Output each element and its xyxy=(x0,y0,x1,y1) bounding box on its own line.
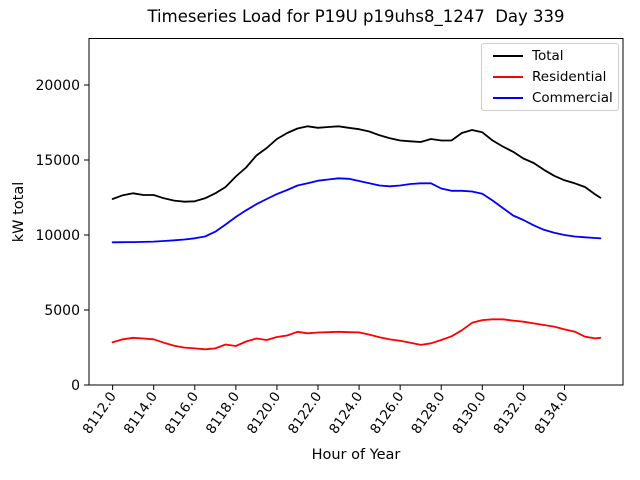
y-tick-label: 0 xyxy=(71,378,80,394)
chart-title: Timeseries Load for P19U p19uhs8_1247 Da… xyxy=(147,7,565,26)
legend-label-residential: Residential xyxy=(532,68,607,85)
legend-label-commercial: Commercial xyxy=(532,89,613,106)
x-tick-label: 8134.0 xyxy=(532,389,572,437)
axes-frame xyxy=(88,38,624,386)
legend-item-commercial: Commercial xyxy=(482,88,618,109)
x-tick-label: 8122.0 xyxy=(285,389,325,437)
x-tick-label: 8118.0 xyxy=(203,389,243,437)
commercial-line-sample xyxy=(493,97,523,99)
y-tick-label: 15000 xyxy=(35,153,80,169)
x-tick-label: 8120.0 xyxy=(244,389,284,437)
x-tick-label: 8124.0 xyxy=(326,389,366,437)
residential-line-sample xyxy=(493,76,523,78)
total-line-sample xyxy=(493,55,523,57)
x-tick-label: 8114.0 xyxy=(121,389,161,437)
x-tick-label: 8116.0 xyxy=(162,389,202,437)
total-line xyxy=(111,125,602,203)
x-axis-label: Hour of Year xyxy=(311,447,401,463)
x-tick-label: 8112.0 xyxy=(80,389,120,437)
legend-item-residential: Residential xyxy=(482,67,618,88)
legend-item-total: Total xyxy=(482,46,618,67)
x-tick-label: 8126.0 xyxy=(367,389,407,437)
y-tick-label: 20000 xyxy=(35,78,80,94)
y-tick-label: 5000 xyxy=(44,303,80,319)
commercial-line xyxy=(111,177,602,244)
legend: Total Residential Commercial xyxy=(481,43,619,111)
x-tick-label: 8128.0 xyxy=(408,389,448,437)
x-tick-label: 8130.0 xyxy=(449,389,489,437)
legend-label-total: Total xyxy=(532,47,564,64)
x-tick-label: 8132.0 xyxy=(490,389,530,437)
residential-line xyxy=(111,318,602,351)
y-tick-label: 10000 xyxy=(35,228,80,244)
y-axis-label: kW total xyxy=(11,181,27,243)
